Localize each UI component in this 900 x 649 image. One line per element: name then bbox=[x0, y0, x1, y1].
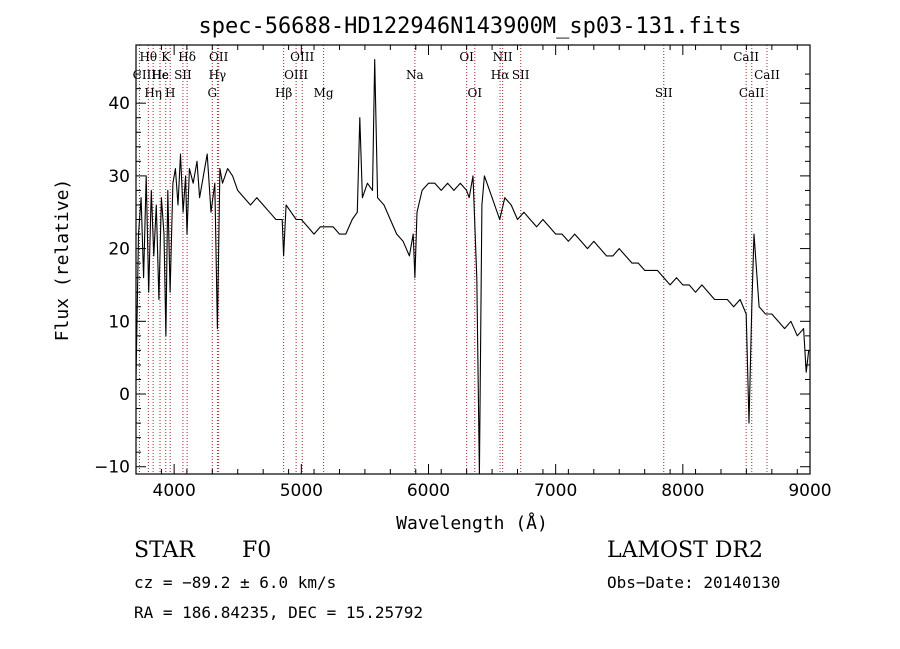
redshift-velocity: cz = −89.2 ± 6.0 km/s bbox=[134, 573, 337, 592]
spectral-line-label: OIII bbox=[290, 50, 314, 64]
spectral-line-label: OI bbox=[467, 86, 482, 100]
x-axis-label: Wavelength (Å) bbox=[396, 512, 548, 534]
line-markers bbox=[138, 45, 768, 474]
coordinates: RA = 186.84235, DEC = 15.25792 bbox=[134, 603, 423, 622]
spectral-line-label: Hε bbox=[152, 68, 169, 82]
spectral-line-label: Hθ bbox=[139, 50, 157, 64]
y-axis-label: Flux (relative) bbox=[52, 179, 73, 342]
observation-date: Obs−Date: 20140130 bbox=[607, 573, 781, 592]
chart-title: spec-56688-HD122946N143900M_sp03-131.fit… bbox=[198, 14, 741, 39]
spectral-line-label: SII bbox=[655, 86, 673, 100]
spectral-line-label: OIII bbox=[284, 68, 308, 82]
spectral-line-label: NII bbox=[493, 50, 513, 64]
spectral-line-label: CaII bbox=[754, 68, 780, 82]
y-tick-label: 20 bbox=[108, 240, 130, 260]
spectral-line-label: Na bbox=[406, 68, 424, 82]
x-tick-label: 4000 bbox=[153, 481, 196, 501]
y-tick-label: 0 bbox=[119, 385, 130, 405]
spectral-line-label: Hγ bbox=[209, 68, 227, 82]
spectral-line-label: Hα bbox=[491, 68, 510, 82]
spectral-line-label: H bbox=[165, 86, 175, 100]
x-tick-label: 8000 bbox=[661, 481, 704, 501]
spectral-line-label: CII bbox=[133, 68, 152, 82]
y-tick-label: 10 bbox=[108, 312, 130, 332]
spectrum-series bbox=[135, 58, 810, 475]
spectral-line-label: CaII bbox=[733, 50, 759, 64]
spectral-line-label: K bbox=[161, 50, 171, 64]
spectral-subclass: F0 bbox=[242, 538, 272, 563]
plot-frame bbox=[135, 44, 811, 475]
spectral-line-label: G bbox=[208, 86, 218, 100]
spectral-line-label: Hη bbox=[144, 86, 162, 100]
axis-ticks: 4000 5000 6000 7000 8000 9000 −10 0 10 20 30 40 bbox=[94, 45, 832, 501]
spectrum-line bbox=[135, 58, 810, 475]
spectral-line-label: Hβ bbox=[275, 86, 292, 100]
spectral-line-label: He bbox=[151, 68, 169, 82]
y-tick-label: 30 bbox=[108, 167, 130, 187]
object-class: STAR bbox=[134, 538, 195, 563]
x-tick-label: 5000 bbox=[280, 481, 323, 501]
x-tick-label: 6000 bbox=[407, 481, 450, 501]
spectral-line-label: OII bbox=[209, 50, 229, 64]
spectral-line-label: OI bbox=[459, 50, 474, 64]
spectral-line-label: Hδ bbox=[178, 50, 196, 64]
y-tick-label: −10 bbox=[94, 458, 130, 478]
spectral-line-label: SII bbox=[174, 68, 192, 82]
spectral-line-label: Mg bbox=[314, 86, 334, 100]
spectral-line-label: SII bbox=[512, 68, 530, 82]
x-tick-label: 7000 bbox=[534, 481, 577, 501]
y-tick-label: 40 bbox=[108, 94, 130, 114]
survey-name: LAMOST DR2 bbox=[607, 538, 763, 563]
x-tick-label: 9000 bbox=[788, 481, 831, 501]
spectral-line-label: CaII bbox=[739, 86, 765, 100]
